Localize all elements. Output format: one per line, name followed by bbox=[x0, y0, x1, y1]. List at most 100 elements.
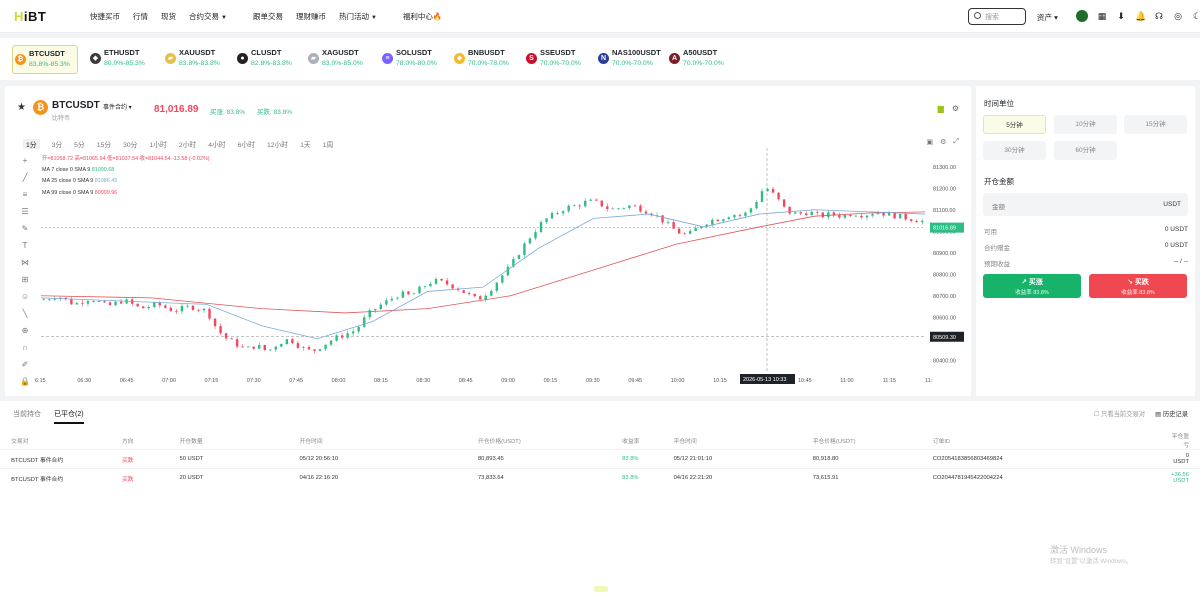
ticker-name: ETHUSDT bbox=[104, 48, 140, 57]
timeframe-3[interactable]: 15分 bbox=[96, 142, 112, 149]
pair-name[interactable]: BTCUSDT bbox=[52, 100, 100, 111]
candle-body bbox=[639, 205, 642, 212]
nav-item-6[interactable]: 热门活动 ▼ bbox=[338, 12, 377, 21]
ticker-sseusdt[interactable]: S SSEUSDT 70.0%-70.0% bbox=[524, 45, 588, 74]
nav-item-1[interactable]: 行情 bbox=[133, 12, 148, 21]
position-tab-0[interactable]: 当前持仓 bbox=[13, 411, 41, 418]
timeframe-9[interactable]: 12小时 bbox=[266, 142, 289, 149]
position-tab-1[interactable]: 已平仓(2) bbox=[54, 409, 84, 424]
fullscreen-icon[interactable]: ⤢ bbox=[953, 138, 959, 145]
ticker-clusdt[interactable]: ● CLUSDT 82.8%-83.8% bbox=[235, 45, 295, 74]
ticker-btcusdt[interactable]: ₿ BTCUSDT 83.8%-85.3% bbox=[12, 45, 78, 74]
ticker-nas100usdt[interactable]: N NAS100USDT 70.0%-70.0% bbox=[596, 45, 666, 74]
ticker-name: BNBUSDT bbox=[468, 48, 505, 57]
candle-body bbox=[622, 208, 626, 209]
globe-icon[interactable]: ◎ bbox=[1174, 11, 1182, 21]
nav-item-3[interactable]: 合约交易 ▼ bbox=[189, 12, 227, 21]
price-chart[interactable]: 81300.0081200.0081100.0081000.0080900.00… bbox=[5, 86, 971, 396]
nav-item-4[interactable]: 跟单交易 bbox=[252, 12, 283, 21]
ticker-name: SSEUSDT bbox=[540, 48, 576, 57]
candle-body bbox=[103, 301, 106, 303]
screenshot-icon[interactable]: ▣ bbox=[926, 139, 934, 146]
timeframe-11[interactable]: 1周 bbox=[322, 142, 334, 149]
candle-body bbox=[517, 255, 521, 259]
candle-body bbox=[274, 346, 278, 350]
nav-item-0[interactable]: 快捷买币 bbox=[90, 12, 120, 21]
download-icon[interactable]: ⬇ bbox=[1117, 11, 1125, 21]
candle-body bbox=[208, 308, 211, 319]
candle-body bbox=[75, 302, 79, 305]
time-unit-1[interactable]: 10分钟 bbox=[1054, 115, 1117, 134]
moon-icon[interactable]: ☾ bbox=[1192, 11, 1200, 21]
assets-menu[interactable]: 资产 ▾ bbox=[1037, 13, 1058, 22]
ticker-bnbusdt[interactable]: ◆ BNBUSDT 70.0%-78.0% bbox=[452, 45, 516, 74]
search-input[interactable]: 搜索 bbox=[968, 8, 1026, 25]
pattern-icon[interactable]: ⋈ bbox=[21, 258, 29, 267]
only-current-checkbox[interactable]: ☐ 只看当前交易对 bbox=[1093, 411, 1146, 418]
timeframe-5[interactable]: 1小时 bbox=[149, 142, 167, 149]
chart-tools: ▣ ⚙ ⤢ bbox=[926, 138, 959, 146]
candle-body bbox=[434, 278, 438, 284]
text-icon[interactable]: T bbox=[22, 241, 28, 250]
nav-item-2[interactable]: 现货 bbox=[161, 12, 176, 21]
lock-draw-icon[interactable]: ✐ bbox=[21, 360, 29, 369]
buy-down-button[interactable]: ↘ 买跌 收益率 83.8% bbox=[1089, 274, 1187, 298]
table-row[interactable]: BTCUSDT 事件合约 买跌 20 USDT 04/16 22:16:20 73,83… bbox=[0, 468, 1200, 488]
trendline-icon[interactable]: ╱ bbox=[22, 173, 28, 182]
folder-icon[interactable]: ▆ bbox=[937, 104, 944, 113]
brush-icon[interactable]: ✎ bbox=[21, 224, 29, 233]
last-price-label: 81016.89 bbox=[933, 226, 956, 232]
timeframe-8[interactable]: 6小时 bbox=[237, 142, 255, 149]
history-link[interactable]: ▤ 历史记录 bbox=[1155, 411, 1188, 418]
measure-icon[interactable]: ╲ bbox=[22, 309, 28, 318]
candle-body bbox=[545, 218, 548, 223]
ticker-ethusdt[interactable]: ◆ ETHUSDT 80.0%-85.3% bbox=[88, 45, 154, 74]
ruler-icon[interactable]: ⊞ bbox=[21, 275, 29, 284]
pair-type[interactable]: 事件合约 ▾ bbox=[103, 105, 132, 111]
fib-icon[interactable]: ☰ bbox=[21, 207, 29, 216]
magnet-icon[interactable]: ∩ bbox=[22, 343, 28, 352]
lock-icon[interactable]: 🔒 bbox=[20, 377, 30, 386]
timeframe-0[interactable]: 1分 bbox=[23, 139, 40, 149]
ticker-a50usdt[interactable]: A A50USDT 70.0%-70.0% bbox=[667, 45, 727, 74]
timeframe-6[interactable]: 2小时 bbox=[178, 142, 197, 149]
ticker-solusdt[interactable]: ≡ SOLUSDT 78.0%-80.0% bbox=[380, 45, 444, 74]
nav-item-7[interactable]: 福利中心🔥 bbox=[402, 12, 443, 21]
bitcoin-icon: ₿ bbox=[33, 100, 48, 115]
time-unit-0[interactable]: 5分钟 bbox=[983, 115, 1046, 134]
timeframe-7[interactable]: 4小时 bbox=[208, 142, 226, 149]
zoom-icon[interactable]: ⊕ bbox=[21, 326, 29, 335]
crosshair-time-label: 2026-05-13 10:33 bbox=[743, 377, 786, 383]
time-unit-2[interactable]: 15分钟 bbox=[1124, 115, 1187, 134]
timeframe-10[interactable]: 1天 bbox=[300, 142, 311, 149]
favorite-star-icon[interactable]: ★ bbox=[17, 102, 26, 113]
candle-body bbox=[766, 188, 769, 192]
nav-item-5[interactable]: 理财赚币 bbox=[295, 12, 326, 21]
headset-icon[interactable]: ☊ bbox=[1155, 11, 1163, 21]
ticker-xauusdt[interactable]: ▰ XAUUSDT 83.8%-83.8% bbox=[163, 45, 227, 74]
qr-code-icon[interactable]: ▦ bbox=[1097, 11, 1107, 21]
buy-up-button[interactable]: ↗ 买涨 收益率 83.8% bbox=[983, 274, 1081, 298]
ticker-xagusdt[interactable]: ▰ XAGUSDT 83.0%-85.0% bbox=[306, 45, 370, 74]
crosshair-icon[interactable]: + bbox=[22, 156, 28, 165]
avatar[interactable] bbox=[1076, 10, 1088, 22]
horizontal-lines-icon[interactable]: ≡ bbox=[22, 190, 28, 199]
time-unit-3[interactable]: 30分钟 bbox=[983, 141, 1046, 160]
amount-input[interactable]: 金额 USDT bbox=[983, 193, 1188, 216]
candle-body bbox=[230, 338, 233, 340]
time-unit-4[interactable]: 60分钟 bbox=[1054, 141, 1117, 160]
timeframe-1[interactable]: 3分 bbox=[51, 142, 63, 149]
scroll-handle[interactable] bbox=[594, 586, 608, 592]
settings-icon[interactable]: ⚙ bbox=[951, 104, 959, 113]
timeframe-4[interactable]: 30分 bbox=[123, 142, 138, 149]
col-header-7: 平仓价格(USDT) bbox=[812, 438, 856, 445]
bell-icon[interactable]: 🔔 bbox=[1135, 11, 1147, 21]
table-row[interactable]: BTCUSDT 事件合约 买跌 50 USDT 05/12 20:56:10 80,89… bbox=[0, 449, 1200, 469]
ticker-name: XAUUSDT bbox=[179, 48, 216, 57]
emoji-icon[interactable]: ☺ bbox=[20, 292, 30, 301]
timeframe-2[interactable]: 5分 bbox=[74, 142, 85, 149]
candle-body bbox=[97, 301, 101, 302]
candle-body bbox=[887, 212, 891, 216]
hibt-logo[interactable]: HiBT bbox=[14, 9, 47, 24]
chart-settings-icon[interactable]: ⚙ bbox=[940, 139, 947, 146]
